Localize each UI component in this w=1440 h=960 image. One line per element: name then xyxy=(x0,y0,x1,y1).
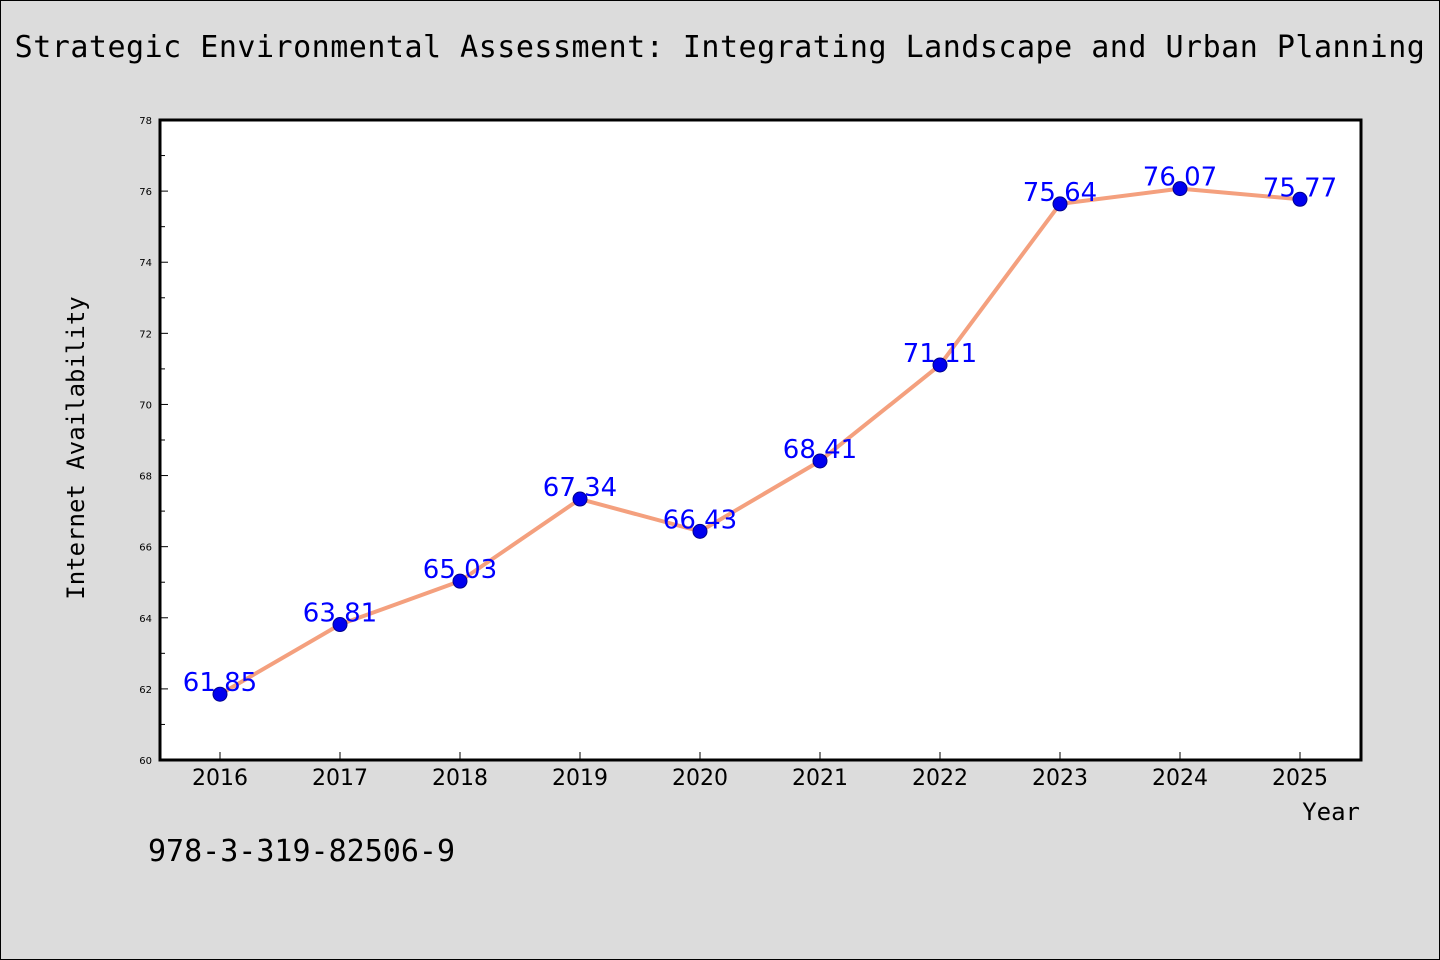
x-axis: 2016 2017 2018 2019 2020 2021 2022 2023 2024 2025 xyxy=(192,752,1328,791)
data-point xyxy=(572,491,588,507)
data-label: 61.85 xyxy=(183,668,257,698)
data-point xyxy=(1292,191,1308,207)
data-label: 67.34 xyxy=(543,473,617,503)
data-point xyxy=(1172,181,1188,197)
data-label: 76.07 xyxy=(1143,163,1217,193)
y-tick-label: 62 xyxy=(139,685,152,696)
data-point xyxy=(212,686,228,702)
data-point xyxy=(692,523,708,539)
data-labels: 61.85 63.81 65.03 67.34 66.43 68.41 71.11 75.64… xyxy=(183,163,1337,699)
y-tick-label: 68 xyxy=(139,472,152,483)
data-point xyxy=(932,357,948,373)
data-markers xyxy=(212,181,1308,702)
x-tick-label: 2016 xyxy=(192,766,248,791)
y-tick-label: 74 xyxy=(139,258,152,269)
data-label: 75.77 xyxy=(1263,173,1337,203)
data-point xyxy=(812,453,828,469)
x-axis-label: Year xyxy=(1302,798,1360,826)
data-point xyxy=(452,573,468,589)
data-label: 71.11 xyxy=(903,339,977,369)
y-tick-label: 60 xyxy=(139,756,152,767)
x-tick-label: 2025 xyxy=(1272,766,1328,791)
x-tick-label: 2021 xyxy=(792,766,848,791)
x-tick-label: 2018 xyxy=(432,766,488,791)
plot-area xyxy=(158,118,1363,762)
footer-isbn: 978-3-319-82506-9 xyxy=(148,834,456,869)
x-tick-label: 2022 xyxy=(912,766,968,791)
y-tick-label: 64 xyxy=(139,614,152,625)
y-tick-label: 76 xyxy=(139,187,152,198)
data-label: 65.03 xyxy=(423,555,497,585)
y-tick-label: 78 xyxy=(139,116,152,127)
x-tick-label: 2017 xyxy=(312,766,368,791)
x-tick-label: 2023 xyxy=(1032,766,1088,791)
data-point xyxy=(332,617,348,633)
chart-title: Strategic Environmental Assessment: Inte… xyxy=(14,30,1426,65)
x-tick-label: 2020 xyxy=(672,766,728,791)
data-label: 63.81 xyxy=(303,599,377,629)
data-label: 68.41 xyxy=(783,435,857,465)
y-tick-label: 70 xyxy=(139,400,152,411)
series-line xyxy=(218,186,1302,697)
y-axis: 60 62 64 66 68 70 72 74 76 78 xyxy=(139,116,168,767)
y-tick-label: 72 xyxy=(139,329,152,340)
y-axis-label: Internet Availability xyxy=(62,296,90,599)
x-tick-label: 2019 xyxy=(552,766,608,791)
y-tick-label: 66 xyxy=(139,543,152,554)
data-label: 66.43 xyxy=(663,505,737,535)
data-label: 75.64 xyxy=(1023,178,1097,208)
data-point xyxy=(1052,196,1068,212)
x-tick-label: 2024 xyxy=(1152,766,1208,791)
